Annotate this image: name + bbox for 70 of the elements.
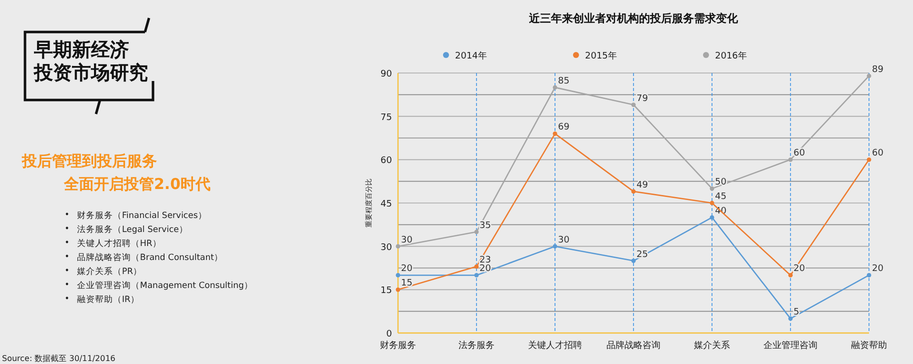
x-tick-label: 企业管理咨询	[764, 340, 818, 351]
chart-title: 近三年来创业者对机构的投后服务需求变化	[528, 12, 739, 25]
point	[474, 264, 479, 269]
data-label: 50	[715, 178, 727, 188]
data-label: 5	[794, 308, 800, 318]
text: 融资帮助（IR）	[77, 294, 140, 305]
y-tick-label: 45	[380, 200, 392, 210]
data-label: 20	[794, 264, 806, 274]
data-label: 45	[715, 192, 726, 202]
point	[710, 186, 714, 191]
data-label: 35	[480, 220, 491, 231]
legend-label: 2014年	[455, 50, 487, 62]
point	[396, 273, 400, 278]
x-tick-label: 品牌战略咨询	[606, 340, 660, 351]
point	[552, 85, 558, 90]
point	[552, 244, 558, 249]
y-tick-label: 30	[380, 242, 392, 253]
data-label: 60	[794, 148, 806, 159]
text: 全面开启投管2.0时代	[63, 175, 211, 193]
y-tick-label: 15	[380, 286, 392, 296]
data-label: 85	[558, 76, 570, 86]
point	[631, 258, 636, 263]
point	[866, 157, 872, 162]
data-label: 20	[480, 264, 492, 274]
data-label: 60	[872, 148, 884, 159]
data-label: 20	[401, 264, 413, 274]
x-tick-label: 法务服务	[458, 340, 494, 351]
point	[631, 189, 636, 194]
text: 法务服务（Legal Service）	[77, 224, 188, 235]
data-label: 30	[401, 235, 413, 246]
data-label: 49	[636, 180, 648, 190]
data-label: 69	[558, 122, 570, 133]
point	[631, 102, 636, 107]
text: 企业管理咨询（Management Consulting）	[77, 280, 253, 291]
text: 财务服务（Financial Services）	[77, 210, 207, 221]
x-tick-label: 媒介关系	[694, 340, 730, 351]
text: 早期新经济	[33, 39, 129, 61]
point	[396, 244, 400, 249]
point	[474, 273, 479, 278]
x-tick-label: 财务服务	[380, 340, 416, 351]
text: 关键人才招聘（HR）	[77, 238, 162, 249]
y-tick-label: 0	[386, 330, 392, 340]
legend-label: 2015年	[585, 50, 617, 62]
point	[788, 316, 793, 321]
y-tick-label: 60	[380, 156, 392, 166]
point	[788, 157, 793, 162]
data-label: 89	[872, 64, 884, 75]
legend-label: 2016年	[715, 50, 747, 62]
data-label: 15	[401, 278, 412, 289]
point	[788, 273, 793, 278]
point	[552, 131, 558, 136]
text: 投后管理到投后服务	[21, 152, 157, 170]
data-label: 30	[558, 235, 570, 246]
point	[710, 200, 714, 206]
x-tick-label: 关键人才招聘	[528, 340, 582, 351]
data-label: 20	[872, 264, 884, 274]
point	[866, 74, 872, 78]
y-tick-label: 75	[380, 112, 392, 123]
text: 品牌战略咨询（Brand Consultant）	[77, 252, 223, 263]
point	[474, 230, 479, 234]
text: 投资市场研究	[33, 62, 148, 84]
y-tick-label: 90	[380, 70, 392, 80]
x-tick-label: 融资帮助	[851, 340, 887, 351]
point	[396, 287, 400, 292]
data-label: 23	[480, 256, 491, 266]
point	[866, 273, 872, 278]
data-label: 79	[636, 94, 648, 104]
text: 媒介关系（PR）	[77, 266, 142, 277]
source-note: Source: 数据截至 30/11/2016	[2, 354, 116, 363]
point	[710, 215, 714, 220]
